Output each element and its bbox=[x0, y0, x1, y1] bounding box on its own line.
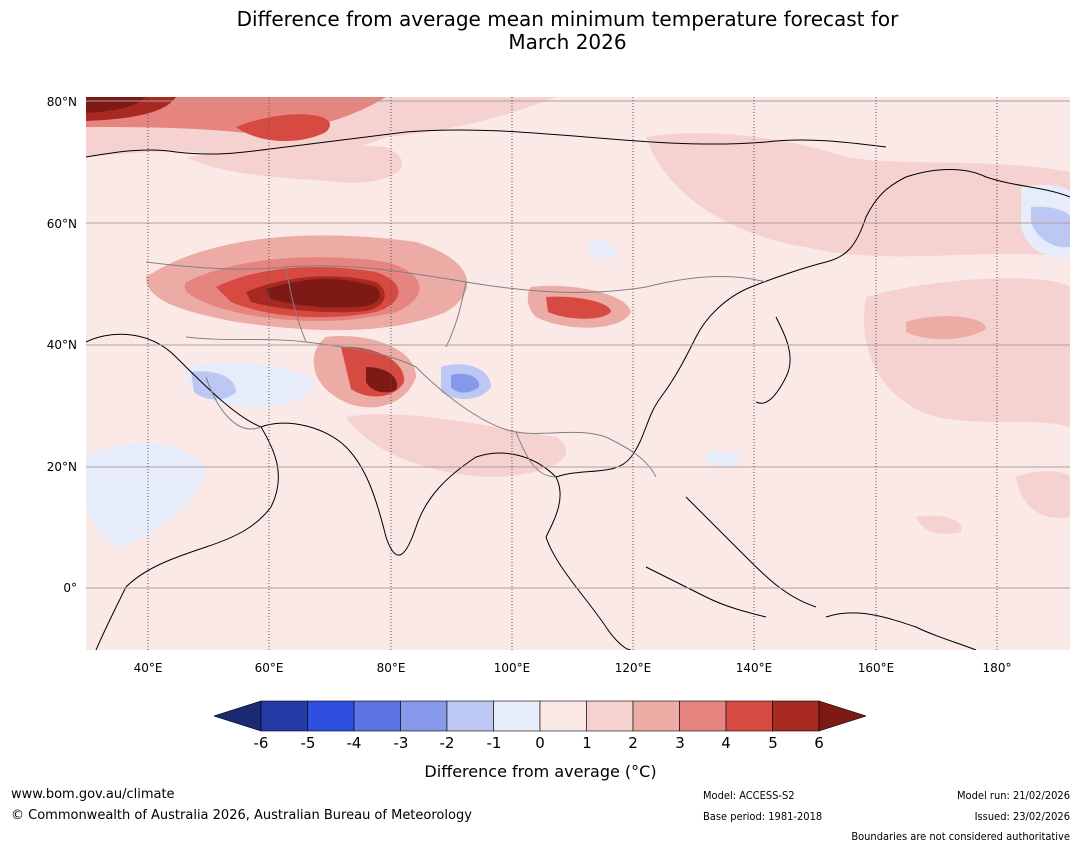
colorbar-tick: 6 bbox=[814, 734, 824, 752]
anomaly-shading bbox=[86, 97, 1070, 547]
forecast-map bbox=[86, 97, 1070, 650]
map-title-line1: Difference from average mean minimum tem… bbox=[236, 7, 899, 31]
lat-label-60n: 60°N bbox=[46, 217, 77, 231]
colorbar-bin bbox=[772, 700, 820, 732]
colorbar-tick: 3 bbox=[675, 734, 685, 752]
colorbar-tick: 4 bbox=[721, 734, 731, 752]
map-title: Difference from average mean minimum tem… bbox=[0, 8, 1081, 54]
lon-label-60e: 60°E bbox=[254, 661, 284, 675]
colorbar-bin bbox=[400, 700, 448, 732]
copyright-text: © Commonwealth of Australia 2026, Austra… bbox=[11, 808, 472, 823]
colorbar-label: Difference from average (°C) bbox=[424, 762, 657, 781]
lon-label-80e: 80°E bbox=[376, 661, 406, 675]
model-run-text: Model run: 21/02/2026 bbox=[957, 789, 1070, 802]
colorbar-tick: -5 bbox=[300, 734, 316, 752]
colorbar-bin bbox=[586, 700, 634, 732]
borders bbox=[145, 261, 767, 478]
colorbar-bin bbox=[539, 700, 587, 732]
base-period-text: Base period: 1981-2018 bbox=[703, 810, 823, 823]
colorbar-tick: -3 bbox=[393, 734, 409, 752]
colorbar-tick: 1 bbox=[582, 734, 592, 752]
lon-label-160e: 160°E bbox=[857, 661, 895, 675]
colorbar-bin bbox=[679, 700, 727, 732]
colorbar-tick: 2 bbox=[628, 734, 638, 752]
model-text: Model: ACCESS-S2 bbox=[703, 789, 795, 802]
colorbar-bin bbox=[307, 700, 355, 732]
colorbar-tick: -1 bbox=[486, 734, 502, 752]
colorbar-tick: -6 bbox=[253, 734, 269, 752]
lon-label-120e: 120°E bbox=[614, 661, 652, 675]
lon-label-140e: 140°E bbox=[735, 661, 773, 675]
website-text: www.bom.gov.au/climate bbox=[11, 787, 175, 802]
forecast-map-canvas bbox=[86, 97, 1070, 650]
colorbar bbox=[213, 700, 867, 732]
lon-label-180: 180° bbox=[982, 661, 1012, 675]
map-title-line2: March 2026 bbox=[508, 30, 627, 54]
colorbar-ticks: -6 -5 -4 -3 -2 -1 0 1 2 3 4 5 6 bbox=[0, 734, 1081, 752]
issued-text: Issued: 23/02/2026 bbox=[974, 810, 1070, 823]
colorbar-bin bbox=[493, 700, 541, 732]
colorbar-tick: 5 bbox=[768, 734, 778, 752]
colorbar-bin bbox=[632, 700, 680, 732]
lat-label-0: 0° bbox=[63, 581, 77, 595]
lon-label-40e: 40°E bbox=[133, 661, 163, 675]
coastlines bbox=[86, 129, 1070, 650]
lat-label-80n: 80°N bbox=[46, 95, 77, 109]
colorbar-tick: -2 bbox=[439, 734, 455, 752]
graticule bbox=[86, 97, 1070, 650]
colorbar-bin bbox=[353, 700, 401, 732]
colorbar-bin bbox=[260, 700, 308, 732]
lat-label-40n: 40°N bbox=[46, 338, 77, 352]
colorbar-graphic bbox=[213, 700, 867, 732]
lat-label-20n: 20°N bbox=[46, 460, 77, 474]
colorbar-extend-high bbox=[818, 700, 867, 732]
lon-label-100e: 100°E bbox=[493, 661, 531, 675]
colorbar-tick: -4 bbox=[346, 734, 362, 752]
colorbar-bin bbox=[725, 700, 773, 732]
colorbar-bin bbox=[446, 700, 494, 732]
disclaimer-text: Boundaries are not considered authoritat… bbox=[851, 830, 1070, 843]
colorbar-tick: 0 bbox=[535, 734, 545, 752]
colorbar-extend-low bbox=[213, 700, 262, 732]
